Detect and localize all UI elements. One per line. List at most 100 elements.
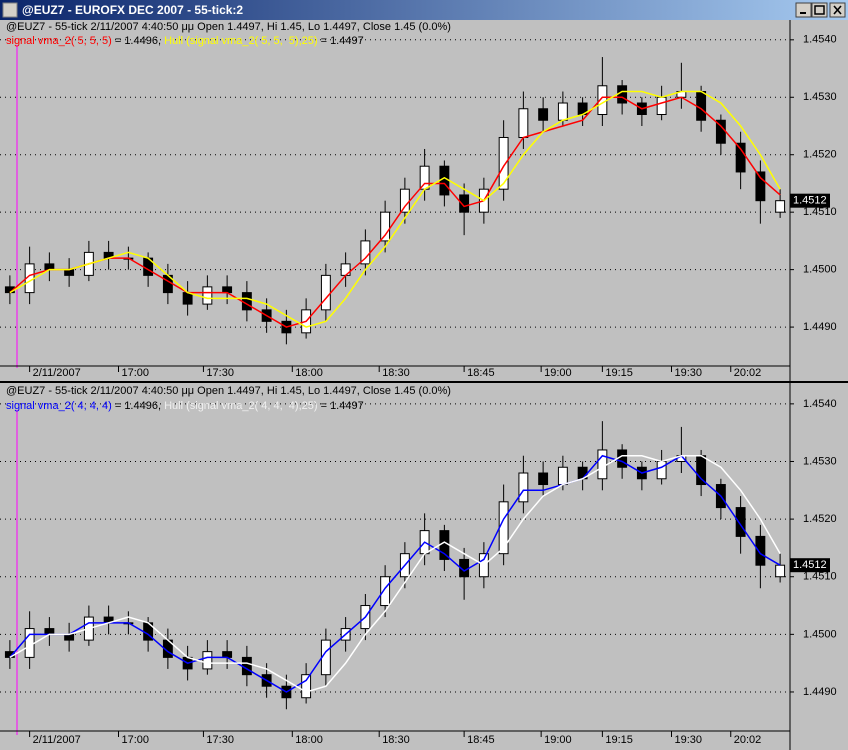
candle-body — [64, 269, 75, 276]
indicator-line — [9, 454, 781, 693]
candle-body — [419, 165, 430, 190]
candle-body — [735, 507, 746, 537]
x-tick-label: 19:30 — [675, 367, 703, 379]
candle-body — [557, 466, 568, 486]
x-tick-label: 18:30 — [382, 734, 410, 746]
candle-body — [182, 292, 193, 305]
candle-body — [656, 460, 667, 480]
x-tick-label: 19:30 — [675, 734, 703, 746]
y-tick-label: 1.4490 — [803, 686, 837, 698]
candle-body — [222, 286, 233, 294]
y-tick-label: 1.4530 — [803, 91, 837, 103]
x-tick-label: 19:15 — [605, 367, 633, 379]
candle-body — [696, 91, 707, 121]
title-bar — [0, 0, 848, 20]
y-tick-label: 1.4520 — [803, 149, 837, 161]
candle-body — [202, 286, 213, 305]
x-tick-label: 18:00 — [295, 734, 323, 746]
candle-body — [202, 651, 213, 670]
x-tick-label: 19:00 — [544, 367, 572, 379]
legend-readout: = 1.4497 — [318, 400, 364, 412]
y-tick-label: 1.4520 — [803, 513, 837, 525]
indicator-line — [9, 454, 781, 693]
app-icon — [2, 2, 18, 18]
candle-body — [538, 472, 549, 486]
last-price-label: 1.4512 — [793, 195, 827, 207]
legend: signal vma_2( 5, 5, 5) = 1.4496, Hull (s… — [6, 35, 364, 47]
x-tick-label: 19:00 — [544, 734, 572, 746]
candle-body — [656, 96, 667, 116]
indicator-line — [9, 90, 781, 328]
candle-body — [755, 535, 766, 566]
x-tick-label: 2/11/2007 — [33, 734, 81, 746]
candle-body — [696, 455, 707, 486]
candle-body — [241, 292, 252, 311]
candle-body — [775, 200, 786, 213]
y-tick-label: 1.4500 — [803, 628, 837, 640]
candle-body — [439, 165, 450, 196]
y-tick-label: 1.4540 — [803, 398, 837, 410]
legend-name: signal vma_2( 5, 5, 5) — [6, 35, 112, 47]
legend-readout: = 1.4497 — [318, 35, 364, 47]
x-tick-label: 2/11/2007 — [33, 367, 81, 379]
candle-body — [538, 108, 549, 121]
candle-body — [44, 628, 55, 635]
candle-body — [399, 188, 410, 213]
candle-body — [459, 194, 470, 213]
chart-background — [0, 20, 848, 750]
candle-body — [597, 449, 608, 480]
candle-body — [518, 472, 529, 503]
pane-header: @EUZ7 - 55-tick 2/11/2007 4:40:50 μμ Ope… — [6, 21, 451, 33]
candle-body — [735, 142, 746, 173]
candle-body — [498, 501, 509, 555]
x-tick-label: 17:00 — [122, 734, 150, 746]
candle-body — [755, 171, 766, 202]
last-price-box — [790, 558, 830, 573]
close-button[interactable] — [829, 2, 846, 18]
candle-body — [380, 576, 391, 607]
indicator-line — [9, 96, 781, 328]
candle-body — [64, 633, 75, 641]
x-tick-label: 20:02 — [734, 367, 762, 379]
x-tick-label: 17:00 — [122, 367, 150, 379]
y-tick-label: 1.4500 — [803, 264, 837, 276]
candle-body — [498, 136, 509, 190]
last-price-label: 1.4512 — [793, 559, 827, 571]
x-tick-label: 20:02 — [734, 734, 762, 746]
x-tick-label: 19:15 — [605, 734, 633, 746]
y-tick-label: 1.4530 — [803, 455, 837, 467]
legend-name: signal vma_2( 4, 4, 4) — [6, 400, 112, 412]
candle-body — [380, 211, 391, 242]
minimize-button[interactable] — [795, 2, 812, 18]
x-tick-label: 18:00 — [295, 367, 323, 379]
legend-readout: = 1.4496, — [112, 35, 164, 47]
x-tick-label: 17:30 — [206, 734, 234, 746]
window-title: @EUZ7 - EUROFX DEC 2007 - 55-tick:2 — [22, 3, 243, 17]
candle-body — [222, 651, 233, 658]
x-tick-label: 18:45 — [467, 734, 495, 746]
last-price-box — [790, 193, 830, 208]
candle-body — [439, 530, 450, 560]
candle-body — [617, 449, 628, 468]
legend-readout: = 1.4496, — [112, 400, 164, 412]
candle-body — [775, 564, 786, 578]
maximize-button[interactable] — [811, 2, 828, 18]
candle-body — [518, 108, 529, 138]
y-tick-label: 1.4490 — [803, 321, 837, 333]
candle-body — [24, 628, 35, 658]
candle-body — [617, 85, 628, 104]
candle-body — [557, 102, 568, 121]
candle-body — [320, 274, 331, 311]
candle-body — [301, 674, 312, 699]
y-tick-label: 1.4510 — [803, 206, 837, 218]
x-tick-label: 18:45 — [467, 367, 495, 379]
pane-header: @EUZ7 - 55-tick 2/11/2007 4:40:50 μμ Ope… — [6, 385, 451, 397]
candle-body — [241, 656, 252, 676]
legend-name: Hull (signal vma_2( 4, 4, 4),25) — [164, 400, 317, 412]
x-tick-label: 17:30 — [206, 367, 234, 379]
candle-body — [44, 263, 55, 271]
y-tick-label: 1.4540 — [803, 34, 837, 46]
x-tick-label: 18:30 — [382, 367, 410, 379]
